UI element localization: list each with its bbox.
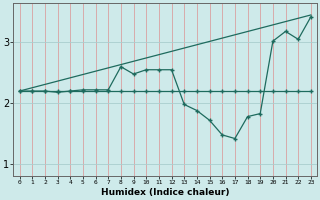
X-axis label: Humidex (Indice chaleur): Humidex (Indice chaleur)	[101, 188, 229, 197]
